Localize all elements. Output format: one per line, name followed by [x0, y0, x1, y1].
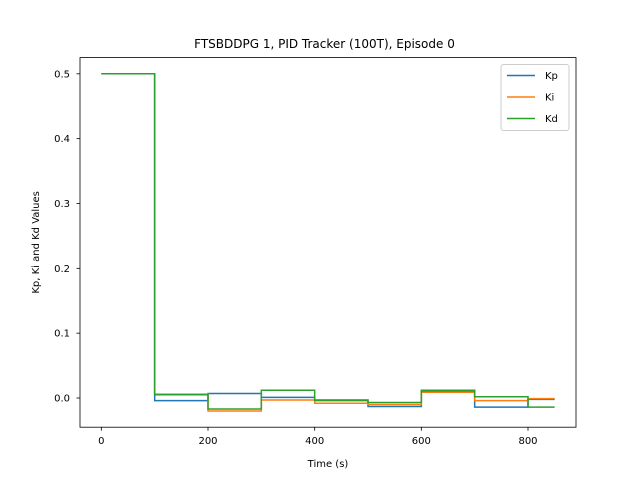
x-axis-label: Time (s)	[307, 459, 349, 470]
x-axis: 0 200 400 600 800	[98, 427, 538, 447]
plot-lines	[101, 73, 555, 412]
x-tick-label: 800	[518, 436, 537, 447]
y-axis: 0.0 0.1 0.2 0.3 0.4 0.5	[54, 69, 80, 405]
legend-label-kd: Kd	[545, 114, 558, 125]
legend-label-ki: Ki	[545, 93, 554, 104]
x-tick-label: 200	[198, 436, 217, 447]
legend-label-kp: Kp	[545, 71, 558, 82]
y-tick-label: 0.0	[54, 394, 70, 405]
series-line-kd	[101, 73, 555, 410]
y-tick-label: 0.2	[54, 264, 70, 275]
y-axis-label: Kp, Ki and Kd Values	[31, 191, 42, 294]
axes-frame	[79, 57, 577, 428]
x-tick-label: 400	[305, 436, 324, 447]
y-tick-label: 0.5	[54, 69, 70, 80]
y-tick-label: 0.3	[54, 199, 70, 210]
y-tick-label: 0.1	[54, 329, 70, 340]
series-line-ki	[101, 73, 555, 412]
series-line-kp	[101, 73, 555, 408]
chart-title: FTSBDDPG 1, PID Tracker (100T), Episode …	[194, 37, 455, 51]
x-tick-label: 0	[98, 436, 104, 447]
legend: Kp Ki Kd	[500, 64, 570, 131]
x-tick-label: 600	[412, 436, 431, 447]
y-tick-label: 0.4	[54, 134, 70, 145]
